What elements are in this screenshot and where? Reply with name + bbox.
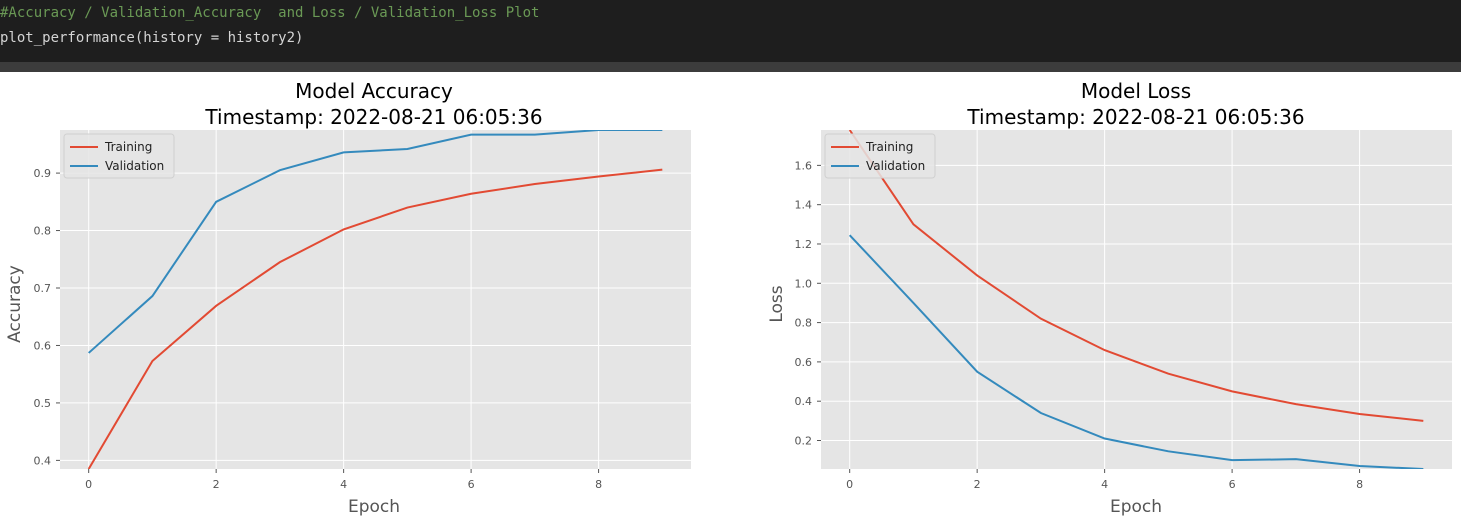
- y-tick-label: 0.8: [795, 317, 813, 330]
- x-tick-label: 2: [974, 478, 981, 491]
- chart-title: Model Accuracy: [295, 79, 453, 103]
- y-tick-label: 1.6: [795, 159, 813, 172]
- chart-subtitle: Timestamp: 2022-08-21 06:05:36: [204, 105, 542, 129]
- x-axis-label: Epoch: [348, 497, 400, 516]
- legend-label-training: Training: [104, 140, 152, 154]
- series-line-validation: [88, 130, 663, 354]
- y-tick-label: 1.2: [795, 238, 813, 251]
- x-tick-label: 0: [85, 478, 92, 491]
- series-line-training: [848, 130, 1424, 422]
- code-call-line: plot_performance(history = history2): [0, 30, 304, 46]
- x-tick-label: 6: [468, 478, 475, 491]
- y-tick-label: 0.2: [795, 435, 813, 448]
- chart-title: Model Loss: [1081, 79, 1191, 103]
- x-tick-label: 2: [213, 478, 220, 491]
- x-tick-label: 8: [1356, 478, 1363, 491]
- loss-chart: Model Loss Timestamp: 2022-08-21 06:05:3…: [767, 79, 1452, 517]
- plot-area: [821, 130, 1452, 469]
- legend-label-validation: Validation: [105, 159, 164, 173]
- x-tick-label: 6: [1229, 478, 1236, 491]
- plot-background: [60, 130, 691, 469]
- plot-area: [60, 130, 691, 469]
- legend: Training Validation: [63, 133, 175, 179]
- y-tick-label: 0.6: [795, 356, 813, 369]
- x-tick-label: 0: [846, 478, 853, 491]
- y-tick-label: 0.4: [795, 395, 813, 408]
- series-line-validation: [848, 234, 1424, 469]
- performance-figure: Model Accuracy Timestamp: 2022-08-21 06:…: [5, 79, 1452, 517]
- cell-divider: [0, 62, 1461, 72]
- y-axis-label: Accuracy: [5, 265, 25, 343]
- y-tick-label: 1.4: [795, 199, 813, 212]
- y-tick-label: 0.7: [34, 282, 52, 295]
- code-comment-line: #Accuracy / Validation_Accuracy and Loss…: [0, 5, 540, 21]
- y-tick-label: 1.0: [795, 277, 813, 290]
- legend-label-validation: Validation: [866, 159, 925, 173]
- y-tick-label: 0.6: [34, 339, 52, 352]
- x-tick-label: 4: [340, 478, 347, 491]
- series-line-training: [87, 168, 663, 469]
- legend: Training Validation: [824, 133, 936, 179]
- plot-background: [821, 130, 1452, 469]
- y-tick-label: 0.9: [34, 167, 52, 180]
- chart-subtitle: Timestamp: 2022-08-21 06:05:36: [966, 105, 1304, 129]
- x-tick-label: 8: [595, 478, 602, 491]
- y-tick-label: 0.5: [34, 397, 52, 410]
- y-axis-label: Loss: [767, 285, 787, 322]
- accuracy-chart: Model Accuracy Timestamp: 2022-08-21 06:…: [5, 79, 691, 517]
- y-tick-label: 0.8: [34, 225, 52, 238]
- y-tick-label: 0.4: [34, 454, 52, 467]
- x-tick-label: 4: [1101, 478, 1108, 491]
- code-cell[interactable]: #Accuracy / Validation_Accuracy and Loss…: [0, 0, 1461, 62]
- cell-output: Model Accuracy Timestamp: 2022-08-21 06:…: [0, 72, 1461, 517]
- x-axis-label: Epoch: [1110, 497, 1162, 516]
- legend-label-training: Training: [865, 140, 913, 154]
